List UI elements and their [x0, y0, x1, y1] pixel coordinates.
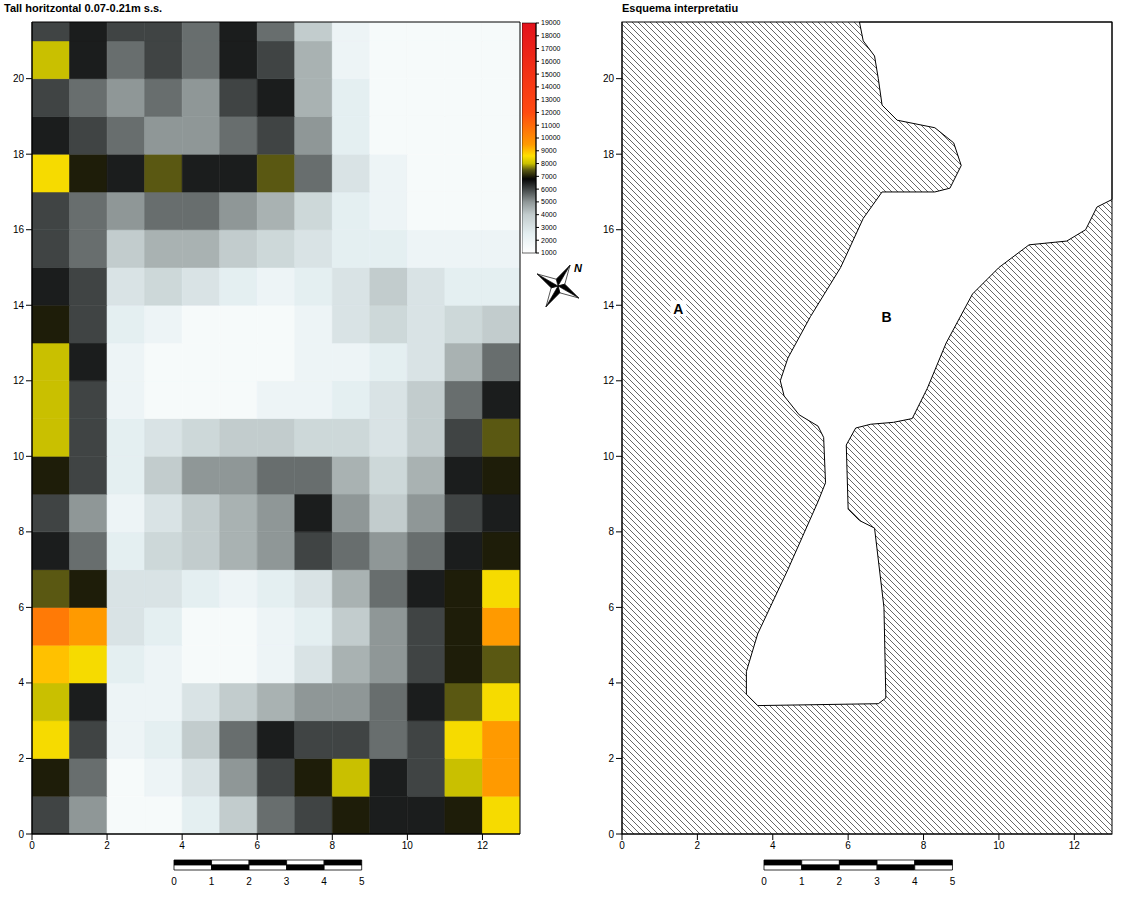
svg-text:15000: 15000	[541, 71, 561, 78]
svg-text:10: 10	[603, 451, 615, 462]
svg-text:19000: 19000	[541, 19, 561, 26]
svg-text:18: 18	[603, 149, 615, 160]
svg-text:10: 10	[993, 840, 1005, 851]
svg-text:0: 0	[608, 829, 614, 840]
svg-text:2: 2	[18, 753, 24, 764]
svg-text:10: 10	[402, 840, 414, 851]
svg-text:0: 0	[29, 840, 35, 851]
svg-text:0: 0	[18, 829, 24, 840]
svg-text:10000: 10000	[541, 134, 561, 141]
svg-text:2: 2	[837, 876, 843, 887]
svg-text:4: 4	[18, 677, 24, 688]
svg-text:14000: 14000	[541, 83, 561, 90]
svg-text:12: 12	[1069, 840, 1081, 851]
svg-text:16: 16	[13, 224, 25, 235]
svg-text:11000: 11000	[541, 122, 560, 129]
svg-text:4000: 4000	[541, 211, 557, 218]
svg-text:17000: 17000	[541, 45, 561, 52]
svg-text:6000: 6000	[541, 186, 557, 193]
svg-text:B: B	[882, 309, 892, 325]
svg-text:3000: 3000	[541, 224, 557, 231]
svg-text:0: 0	[171, 876, 177, 887]
svg-text:12: 12	[13, 375, 25, 386]
svg-text:3: 3	[283, 876, 289, 887]
svg-text:10: 10	[13, 451, 25, 462]
svg-text:16: 16	[603, 224, 615, 235]
svg-text:0: 0	[761, 876, 767, 887]
svg-text:6: 6	[845, 840, 851, 851]
svg-text:18: 18	[13, 149, 25, 160]
svg-text:2: 2	[608, 753, 614, 764]
svg-text:3: 3	[874, 876, 880, 887]
html-text:Tall horitzontal 0.07-0.21m s.: Tall horitzontal 0.07-0.21m s.s.	[4, 2, 163, 14]
svg-text:16000: 16000	[541, 58, 561, 65]
svg-text:14: 14	[13, 300, 25, 311]
svg-text:2: 2	[104, 840, 110, 851]
svg-text:12: 12	[603, 375, 615, 386]
svg-text:1000: 1000	[541, 249, 557, 256]
svg-text:14: 14	[603, 300, 615, 311]
svg-text:8000: 8000	[541, 160, 557, 167]
svg-text:1: 1	[799, 876, 805, 887]
svg-text:A: A	[673, 301, 683, 317]
svg-text:N: N	[574, 262, 583, 274]
svg-text:4: 4	[179, 840, 185, 851]
svg-text:4: 4	[608, 677, 614, 688]
html-text:Esquema interpretatiu: Esquema interpretatiu	[622, 2, 739, 14]
svg-text:6: 6	[254, 840, 260, 851]
svg-text:8: 8	[18, 526, 24, 537]
svg-text:5000: 5000	[541, 198, 557, 205]
svg-text:0: 0	[619, 840, 625, 851]
svg-text:8: 8	[330, 840, 336, 851]
svg-text:2000: 2000	[541, 237, 557, 244]
svg-text:20: 20	[603, 73, 615, 84]
svg-text:6: 6	[608, 602, 614, 613]
svg-text:2: 2	[246, 876, 252, 887]
svg-text:20: 20	[13, 73, 25, 84]
svg-text:4: 4	[770, 840, 776, 851]
svg-text:12: 12	[477, 840, 489, 851]
svg-text:7000: 7000	[541, 173, 557, 180]
svg-text:1: 1	[208, 876, 214, 887]
svg-text:2: 2	[695, 840, 701, 851]
svg-text:8: 8	[921, 840, 927, 851]
svg-text:18000: 18000	[541, 32, 561, 39]
svg-text:13000: 13000	[541, 96, 561, 103]
svg-text:4: 4	[321, 876, 327, 887]
svg-text:12000: 12000	[541, 109, 561, 116]
svg-text:8: 8	[608, 526, 614, 537]
svg-text:9000: 9000	[541, 147, 557, 154]
svg-text:6: 6	[18, 602, 24, 613]
svg-text:5: 5	[358, 876, 364, 887]
svg-text:5: 5	[950, 876, 956, 887]
svg-text:4: 4	[912, 876, 918, 887]
